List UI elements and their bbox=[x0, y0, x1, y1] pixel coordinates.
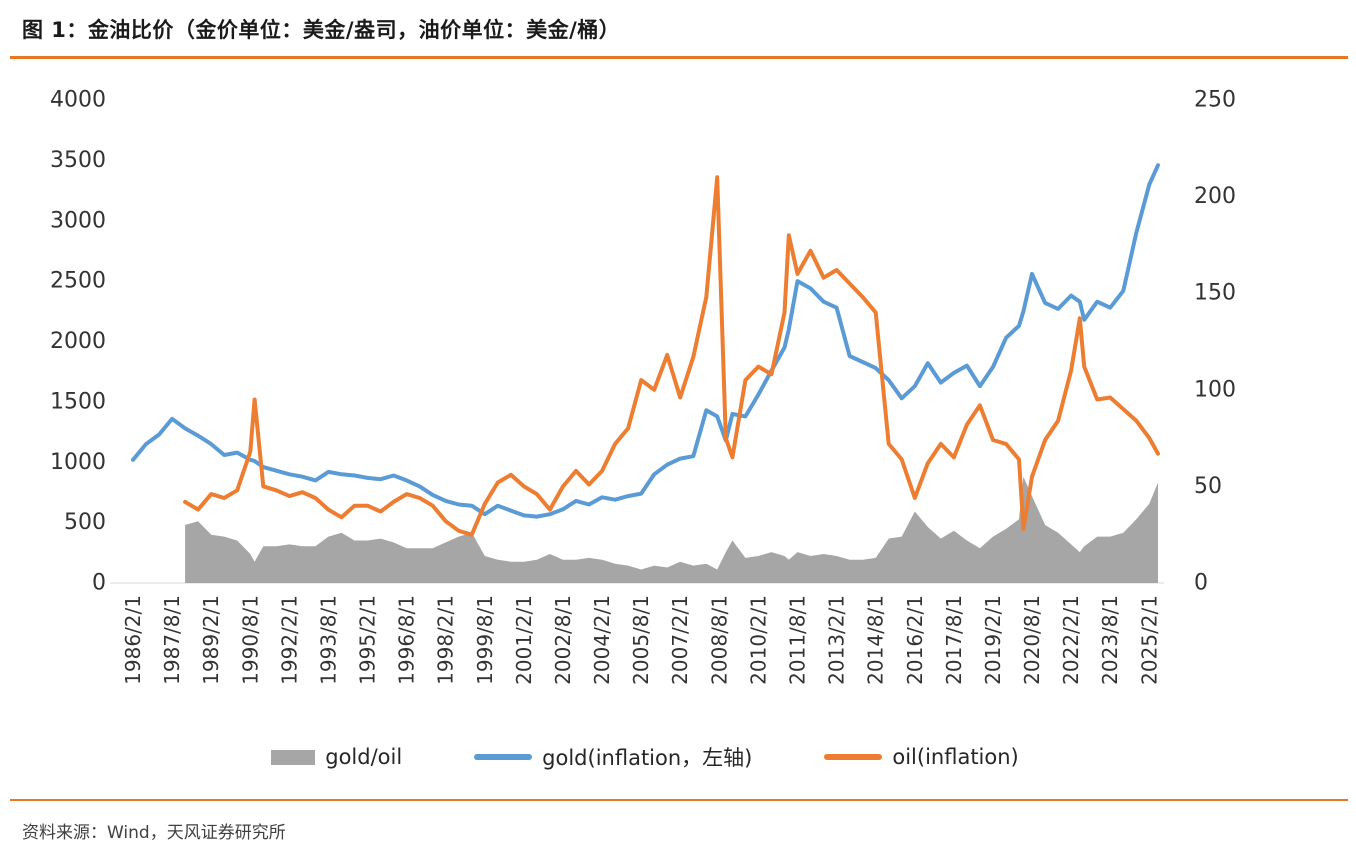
legend-label-oil: oil(inflation) bbox=[892, 745, 1019, 769]
y-axis-left-tick-label: 2500 bbox=[50, 269, 106, 294]
oil-line-series bbox=[183, 175, 1160, 537]
y-axis-left-tick-label: 3000 bbox=[50, 208, 106, 233]
y-axis-right-tick-label: 50 bbox=[1194, 474, 1222, 499]
chart-title: 图 1：金油比价（金价单位：美金/盎司，油价单位：美金/桶） bbox=[22, 18, 621, 42]
legend-item-gold: gold(inflation，左轴) bbox=[474, 742, 752, 772]
x-axis-tick-label: 2020/8/1 bbox=[1020, 595, 1044, 685]
x-axis-tick-label: 2016/2/1 bbox=[903, 595, 927, 685]
x-axis-tick-label: 1999/8/1 bbox=[473, 595, 497, 685]
legend-item-oil: oil(inflation) bbox=[824, 745, 1019, 769]
x-axis-tick-label: 1998/2/1 bbox=[434, 595, 458, 685]
x-axis-labels: 1986/2/1 1987/8/1 1989/2/1 1990/8/1 1992/2/1… bbox=[121, 595, 1161, 685]
y-axis-right-tick-label: 0 bbox=[1194, 571, 1208, 596]
x-axis-tick-label: 2019/2/1 bbox=[981, 595, 1005, 685]
x-axis-tick-label: 1989/2/1 bbox=[199, 595, 223, 685]
y-axis-left-labels: 4000 3500 3000 2500 2000 1500 1000 500 0 bbox=[50, 88, 106, 596]
y-axis-left-tick-label: 4000 bbox=[50, 88, 106, 113]
y-axis-right-tick-label: 150 bbox=[1194, 281, 1236, 306]
title-divider-rule bbox=[10, 56, 1348, 59]
legend-label-gold-oil: gold/oil bbox=[325, 745, 403, 769]
y-axis-left-tick-label: 500 bbox=[64, 510, 106, 535]
y-axis-left-tick-label: 3500 bbox=[50, 148, 106, 173]
x-axis-tick-label: 1987/8/1 bbox=[160, 595, 184, 685]
legend-label-gold: gold(inflation，左轴) bbox=[542, 746, 753, 770]
legend-item-gold-oil: gold/oil bbox=[271, 745, 402, 769]
x-axis-tick-label: 2007/2/1 bbox=[668, 595, 692, 685]
x-axis-tick-label: 2025/2/1 bbox=[1137, 595, 1161, 685]
y-axis-left-tick-label: 1000 bbox=[50, 450, 106, 475]
gold-oil-area-swatch bbox=[271, 749, 316, 765]
source-note: 资料来源：Wind，天风证券研究所 bbox=[22, 823, 286, 843]
x-axis-tick-label: 1996/8/1 bbox=[395, 595, 419, 685]
x-axis-tick-label: 2014/8/1 bbox=[864, 595, 888, 685]
y-axis-right-labels: 250 200 150 100 50 0 bbox=[1194, 88, 1236, 596]
gold-line-swatch bbox=[474, 754, 533, 760]
gold-oil-area-series bbox=[185, 476, 1159, 583]
chart-canvas: 4000350030002500200015001000500025020015… bbox=[50, 88, 1236, 685]
x-axis-tick-label: 1992/2/1 bbox=[277, 595, 301, 685]
x-axis-tick-label: 2023/8/1 bbox=[1098, 595, 1122, 685]
x-axis-tick-label: 1993/8/1 bbox=[316, 595, 340, 685]
x-axis-tick-label: 2004/2/1 bbox=[590, 595, 614, 685]
x-axis-tick-label: 2022/2/1 bbox=[1059, 595, 1083, 685]
x-axis-tick-label: 2008/8/1 bbox=[707, 595, 731, 685]
y-axis-left-tick-label: 1500 bbox=[50, 389, 106, 414]
x-axis-tick-label: 2002/8/1 bbox=[551, 595, 575, 685]
x-axis-tick-label: 2001/2/1 bbox=[512, 595, 536, 685]
x-axis-tick-label: 1995/2/1 bbox=[356, 595, 380, 685]
y-axis-right-tick-label: 100 bbox=[1194, 377, 1236, 402]
chart-legend: gold/oil gold(inflation，左轴) oil(inflatio… bbox=[0, 742, 1290, 772]
gold-line-series bbox=[131, 163, 1160, 519]
y-axis-right-tick-label: 250 bbox=[1194, 88, 1236, 113]
y-axis-right-tick-label: 200 bbox=[1194, 184, 1236, 209]
y-axis-left-tick-label: 0 bbox=[92, 571, 106, 596]
oil-line-swatch bbox=[824, 754, 883, 760]
x-axis-tick-label: 2011/8/1 bbox=[786, 595, 810, 685]
x-axis-tick-label: 2013/2/1 bbox=[825, 595, 849, 685]
x-axis-tick-label: 2005/8/1 bbox=[629, 595, 653, 685]
x-axis-tick-label: 2010/2/1 bbox=[746, 595, 770, 685]
x-axis-tick-label: 1986/2/1 bbox=[121, 595, 145, 685]
footer-divider-rule bbox=[10, 799, 1348, 801]
x-axis-tick-label: 2017/8/1 bbox=[942, 595, 966, 685]
y-axis-left-tick-label: 2000 bbox=[50, 329, 106, 354]
x-axis-tick-label: 1990/8/1 bbox=[238, 595, 262, 685]
